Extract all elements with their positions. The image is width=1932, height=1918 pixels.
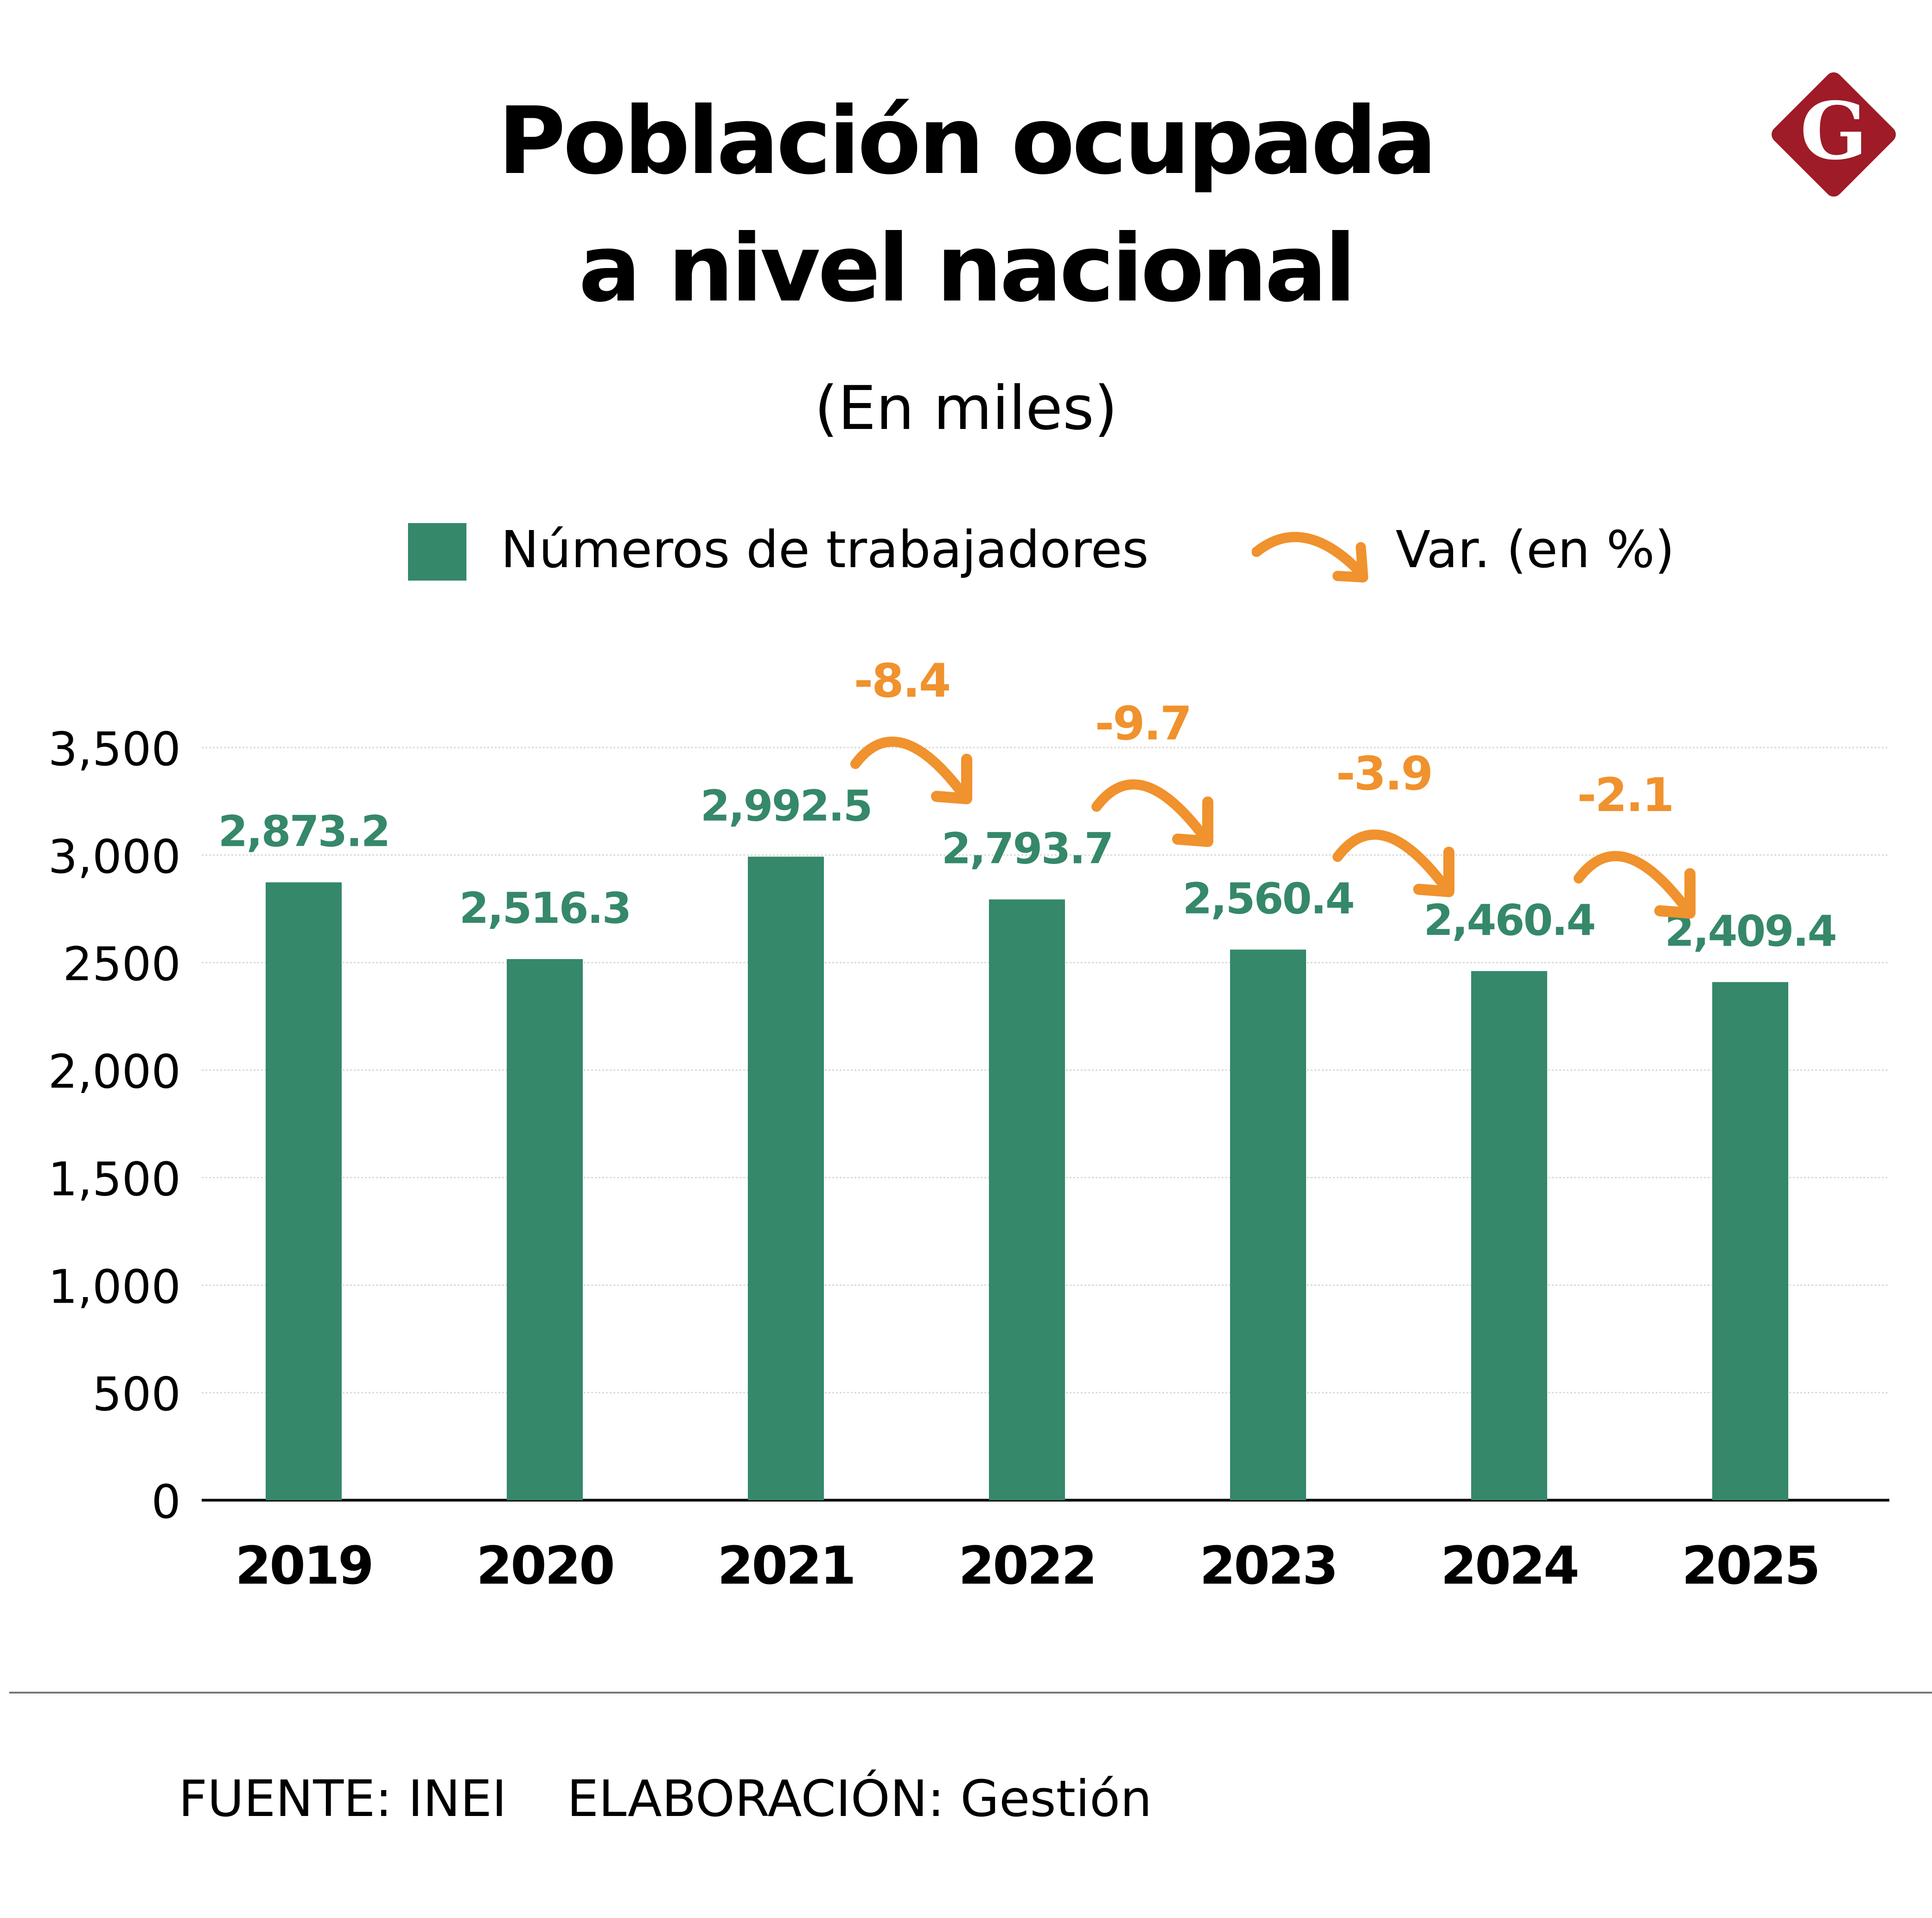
x-tick-label: 2022 xyxy=(958,1536,1096,1596)
bar-2023 xyxy=(1230,949,1306,1500)
bar-2020 xyxy=(507,959,583,1500)
y-tick-label: 1,500 xyxy=(48,1152,181,1206)
variation-label: -8.4 xyxy=(854,653,950,708)
bar-2019 xyxy=(266,882,342,1500)
bar-value-label: 2,560.4 xyxy=(1183,874,1354,924)
y-tick-label: 0 xyxy=(151,1475,181,1529)
variation-arrow-icon xyxy=(850,736,972,805)
legend-bars-label: Números de trabajadores xyxy=(501,520,1149,579)
footer-divider xyxy=(9,1692,1932,1694)
variation-arrow-icon xyxy=(1333,829,1454,897)
variation-label: -2.1 xyxy=(1577,768,1673,822)
bar-value-label: 2,793.7 xyxy=(942,824,1113,874)
x-tick-label: 2025 xyxy=(1682,1536,1819,1596)
x-tick-label: 2019 xyxy=(235,1536,372,1596)
variation-label: -9.7 xyxy=(1095,697,1191,751)
bar-2025 xyxy=(1712,982,1788,1500)
legend-variation-label: Var. (en %) xyxy=(1396,520,1675,579)
x-tick-label: 2020 xyxy=(476,1536,613,1596)
gestion-logo-icon: G xyxy=(1772,72,1896,197)
bar-2021 xyxy=(748,857,824,1500)
bar-2022 xyxy=(989,899,1065,1500)
y-tick-label: 500 xyxy=(92,1367,181,1421)
legend-bar-swatch xyxy=(408,523,466,581)
variation-label: -3.9 xyxy=(1336,747,1432,801)
y-tick-label: 3,000 xyxy=(48,830,181,884)
bar-value-label: 2,873.2 xyxy=(218,807,389,857)
footer: FUENTE: INEI ELABORACIÓN: Gestión xyxy=(179,1767,1152,1832)
curved-arrow-down-right-icon xyxy=(1252,532,1368,582)
logo-letter: G xyxy=(1800,85,1867,178)
bar-value-label: 2,516.3 xyxy=(459,883,631,933)
source-label: FUENTE: INEI xyxy=(179,1770,507,1828)
y-tick-label: 1,000 xyxy=(48,1259,181,1314)
variation-arrow-icon xyxy=(1091,779,1213,847)
bar-value-label: 2,992.5 xyxy=(701,781,872,831)
y-tick-label: 2,000 xyxy=(48,1045,181,1099)
chart-title-line1: Población ocupada xyxy=(497,87,1437,195)
chart-subtitle: (En miles) xyxy=(814,373,1118,443)
x-tick-label: 2024 xyxy=(1441,1536,1578,1596)
y-tick-label: 3,500 xyxy=(48,722,181,776)
bar-2024 xyxy=(1471,971,1547,1500)
x-tick-label: 2021 xyxy=(717,1536,854,1596)
elaboration-label: ELABORACIÓN: Gestión xyxy=(567,1770,1152,1828)
bar-value-label: 2,460.4 xyxy=(1424,895,1595,945)
chart-title-line2: a nivel nacional xyxy=(578,215,1356,323)
variation-arrow-icon xyxy=(1574,851,1696,919)
y-tick-label: 2500 xyxy=(63,937,181,991)
x-tick-label: 2023 xyxy=(1199,1536,1337,1596)
